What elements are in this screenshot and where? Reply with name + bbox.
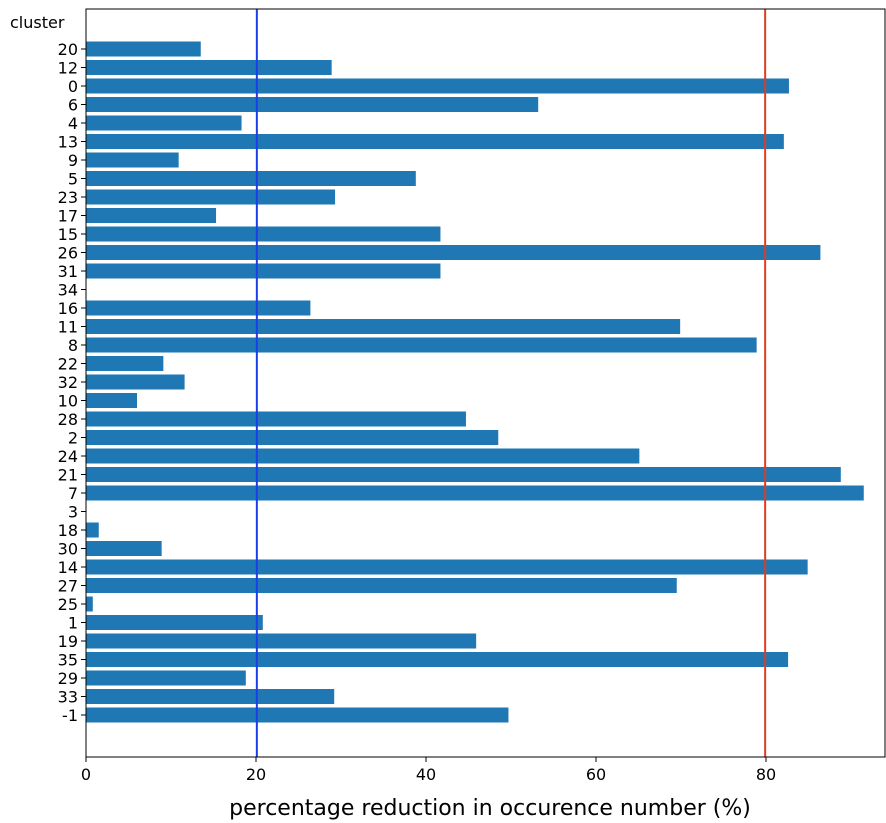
y-tick-label: 10 <box>58 392 78 411</box>
y-tick-label: 12 <box>58 59 78 78</box>
x-tick-label: 40 <box>416 765 436 784</box>
bar-cluster-17 <box>86 208 217 223</box>
y-tick-label: 28 <box>58 410 78 429</box>
y-tick-label: 17 <box>58 207 78 226</box>
bar-cluster-20 <box>86 41 201 57</box>
bar-cluster-14 <box>86 559 808 575</box>
bar-cluster-18 <box>86 522 99 538</box>
y-ticks-group: 2012064139523171526313416118223210282242… <box>58 40 86 725</box>
y-tick-label: 1 <box>68 614 78 633</box>
plot-area <box>86 9 885 757</box>
y-tick-label: 14 <box>58 558 78 577</box>
y-tick-label: 23 <box>58 188 78 207</box>
y-tick-label: 29 <box>58 669 78 688</box>
y-tick-label: 27 <box>58 577 78 596</box>
bar-cluster-35 <box>86 652 789 667</box>
y-tick-label: 7 <box>68 484 78 503</box>
bar-cluster-31 <box>86 263 441 279</box>
y-tick-label: 4 <box>68 114 78 133</box>
y-tick-label: 32 <box>58 373 78 392</box>
bar-cluster-6 <box>86 97 539 112</box>
bar-cluster-8 <box>86 337 757 353</box>
y-tick-label: 21 <box>58 466 78 485</box>
bar-cluster-4 <box>86 115 242 131</box>
y-axis-label: cluster <box>10 13 65 32</box>
bar-cluster-24 <box>86 448 640 464</box>
bar-cluster-15 <box>86 226 441 242</box>
bar-cluster-19 <box>86 633 477 649</box>
y-tick-label: 22 <box>58 355 78 374</box>
reference-lines-group <box>255 9 767 757</box>
bar-cluster-32 <box>86 374 185 390</box>
y-tick-label: 9 <box>68 151 78 170</box>
bar-cluster-30 <box>86 541 162 556</box>
x-tick-label: 20 <box>246 765 266 784</box>
y-tick-label: 19 <box>58 632 78 651</box>
bar-cluster--1 <box>86 707 509 723</box>
bars-group <box>86 41 864 723</box>
y-tick-label: 31 <box>58 262 78 281</box>
bar-cluster-13 <box>86 134 784 149</box>
bar-cluster-23 <box>86 189 336 205</box>
y-tick-label: 15 <box>58 225 78 244</box>
bar-cluster-27 <box>86 578 677 593</box>
bar-cluster-11 <box>86 319 681 334</box>
y-tick-label: 16 <box>58 299 78 318</box>
bar-cluster-0 <box>86 78 789 94</box>
bar-cluster-1 <box>86 615 263 630</box>
bar-cluster-29 <box>86 670 246 686</box>
bar-cluster-7 <box>86 485 864 501</box>
x-ticks-group: 0 20 40 60 80 <box>81 757 776 784</box>
y-tick-label: 20 <box>58 40 78 59</box>
plot-frame <box>85 8 886 758</box>
bar-cluster-21 <box>86 467 841 482</box>
bar-cluster-16 <box>86 300 311 316</box>
y-tick-label: 33 <box>58 688 78 707</box>
bar-cluster-10 <box>86 393 137 408</box>
y-tick-label: 0 <box>68 77 78 96</box>
y-tick-label: 6 <box>68 96 78 115</box>
bar-cluster-22 <box>86 356 164 371</box>
bar-cluster-12 <box>86 60 332 75</box>
bar-cluster-26 <box>86 245 821 260</box>
y-tick-label: 26 <box>58 244 78 263</box>
y-tick-label: 35 <box>58 651 78 670</box>
bar-cluster-2 <box>86 430 499 445</box>
y-tick-label: 3 <box>68 503 78 522</box>
y-tick-label: -1 <box>62 706 78 725</box>
x-tick-label: 0 <box>81 765 91 784</box>
y-tick-label: 2 <box>68 429 78 448</box>
bar-cluster-33 <box>86 689 335 704</box>
y-tick-label: 11 <box>58 318 78 337</box>
y-tick-label: 5 <box>68 170 78 189</box>
bar-cluster-25 <box>86 596 93 612</box>
x-axis-label: percentage reduction in occurence number… <box>229 796 751 821</box>
y-tick-label: 34 <box>58 281 78 300</box>
y-tick-label: 8 <box>68 336 78 355</box>
y-tick-label: 30 <box>58 540 78 559</box>
y-tick-label: 24 <box>58 447 78 466</box>
y-tick-label: 25 <box>58 595 78 614</box>
bar-cluster-28 <box>86 411 466 427</box>
y-tick-label: 18 <box>58 521 78 540</box>
y-tick-label: 13 <box>58 133 78 152</box>
x-tick-label: 60 <box>586 765 606 784</box>
bar-cluster-9 <box>86 152 179 168</box>
x-tick-label: 80 <box>756 765 776 784</box>
bar-cluster-5 <box>86 171 416 186</box>
